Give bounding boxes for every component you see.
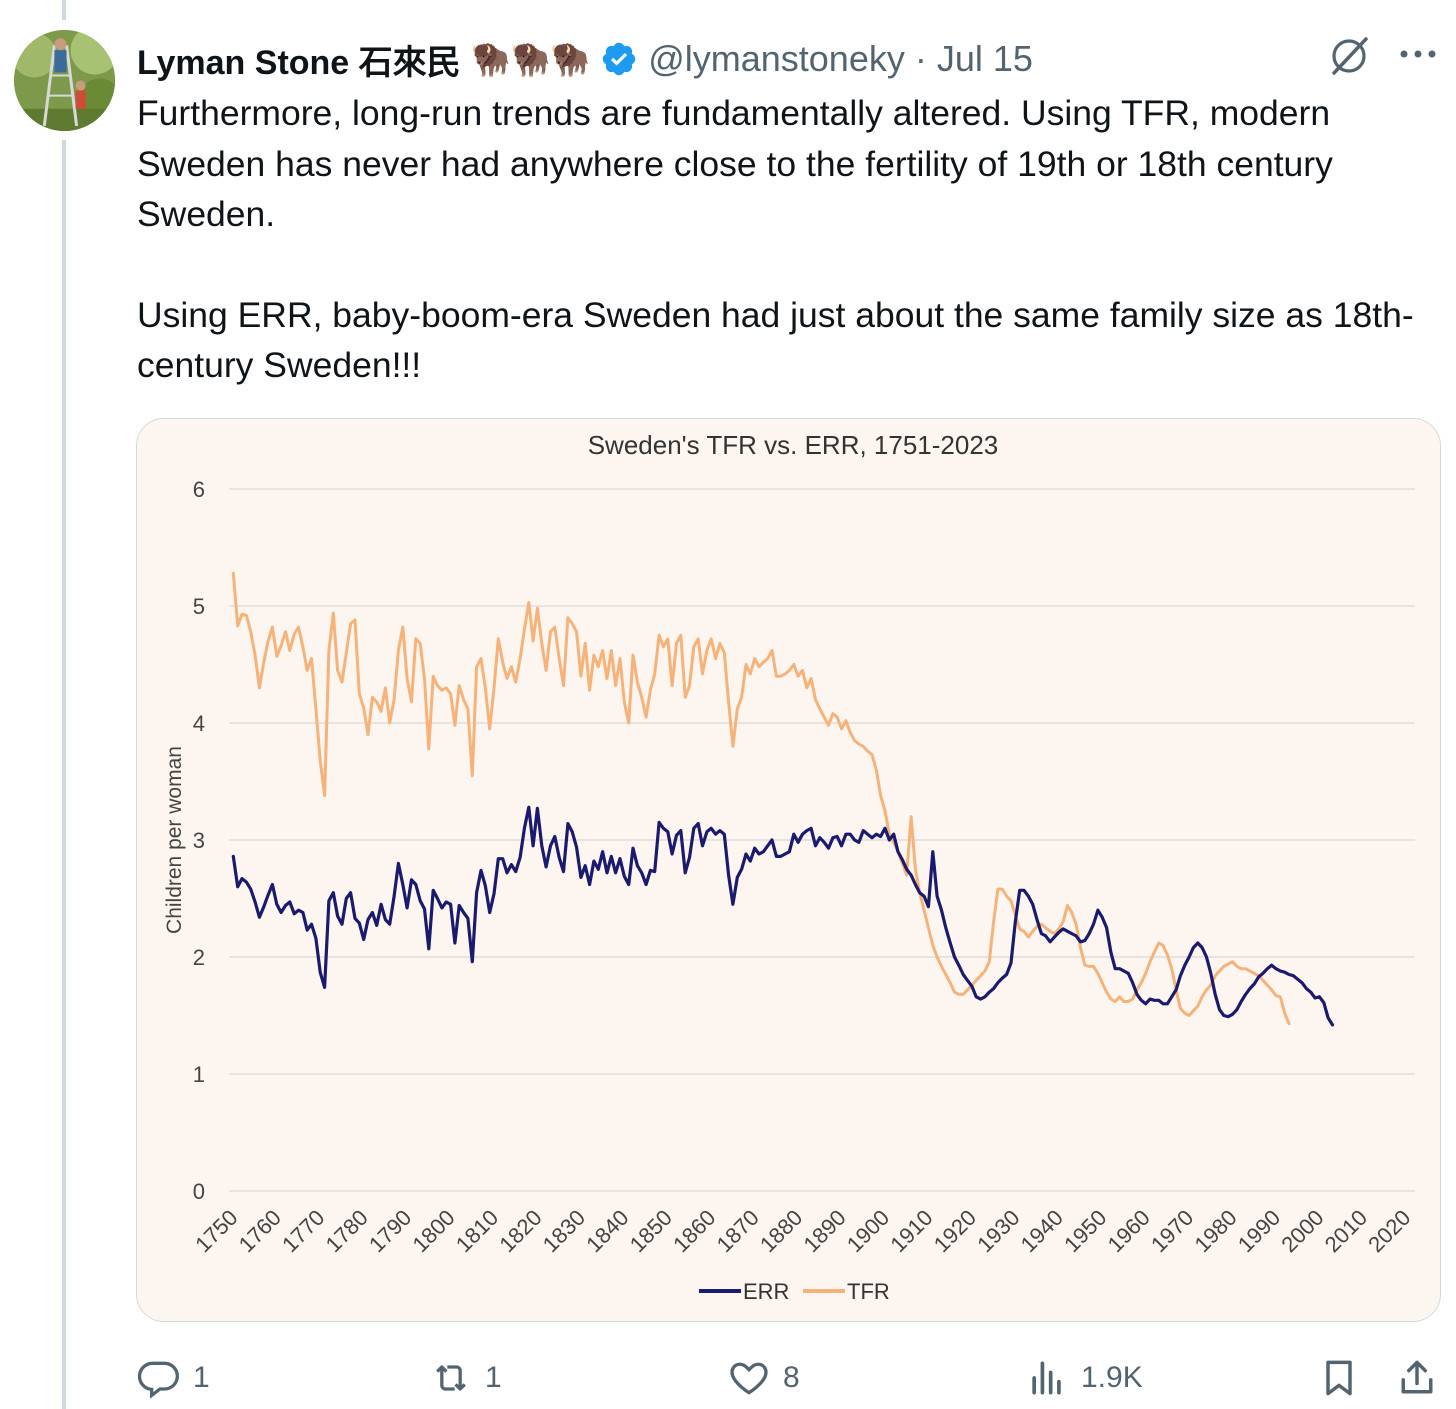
retweet-count: 1 <box>485 1361 502 1394</box>
y-tick-label: 5 <box>193 594 205 619</box>
author-handle[interactable]: @lymanstoneky <box>648 38 905 79</box>
legend-label-err: ERR <box>743 1279 789 1304</box>
bison-emoji: 🦬🦬🦬 <box>470 41 591 77</box>
bookmark-button[interactable] <box>1317 1350 1361 1406</box>
action-bar: 1 1 8 1.9K <box>137 1350 1440 1406</box>
y-tick-label: 2 <box>193 945 205 970</box>
tweet-paragraph: Furthermore, long-run trends are fundame… <box>137 93 1333 234</box>
chart-background <box>137 419 1440 1321</box>
retweet-button[interactable]: 1 <box>429 1350 502 1406</box>
views-count: 1.9K <box>1081 1361 1143 1394</box>
y-axis-label: Children per woman <box>163 746 186 934</box>
grok-icon[interactable] <box>1326 33 1372 79</box>
series-line-err <box>231 805 1335 1027</box>
views-button[interactable]: 1.9K <box>1025 1350 1143 1406</box>
views-icon <box>1032 1361 1061 1395</box>
reply-count: 1 <box>193 1361 210 1394</box>
thread-line-bottom <box>62 140 66 1409</box>
thread-line-top <box>62 0 66 20</box>
chart-svg: Sweden's TFR vs. ERR, 1751-2023 0 1 2 3 4 5 6 Ch… <box>137 419 1440 1321</box>
tweet-date[interactable]: Jul 15 <box>936 38 1033 79</box>
y-tick-label: 6 <box>193 477 205 502</box>
retweet-icon <box>436 1365 466 1391</box>
legend-label-tfr: TFR <box>847 1279 890 1304</box>
tweet-paragraph: Using ERR, baby-boom-era Sweden had just… <box>137 294 1414 386</box>
reply-icon <box>137 1361 179 1399</box>
separator-dot: · <box>914 38 927 79</box>
reply-button[interactable]: 1 <box>137 1350 210 1406</box>
like-button[interactable]: 8 <box>727 1350 800 1406</box>
chart-title: Sweden's TFR vs. ERR, 1751-2023 <box>588 430 999 460</box>
heart-icon <box>730 1362 768 1395</box>
tweet-text: Furthermore, long-run trends are fundame… <box>137 88 1427 391</box>
y-tick-label: 3 <box>193 828 205 853</box>
tweet-header: Lyman Stone 石來民 🦬🦬🦬 @lymanstoneky · Jul … <box>137 34 1317 84</box>
verified-badge-icon[interactable] <box>600 40 638 78</box>
author-name[interactable]: Lyman Stone 石來民 <box>137 43 461 82</box>
more-options-icon[interactable] <box>1396 36 1440 76</box>
like-count: 8 <box>783 1361 800 1394</box>
series-line-tfr <box>231 571 1291 1026</box>
share-icon <box>1401 1360 1433 1394</box>
avatar[interactable] <box>14 30 115 131</box>
y-tick-label: 4 <box>193 711 205 736</box>
chart-image[interactable]: Sweden's TFR vs. ERR, 1751-2023 0 1 2 3 4 5 6 Ch… <box>136 418 1441 1322</box>
y-tick-label: 0 <box>193 1179 205 1204</box>
bookmark-icon <box>1326 1360 1352 1396</box>
y-tick-label: 1 <box>193 1062 205 1087</box>
share-button[interactable] <box>1395 1350 1439 1406</box>
